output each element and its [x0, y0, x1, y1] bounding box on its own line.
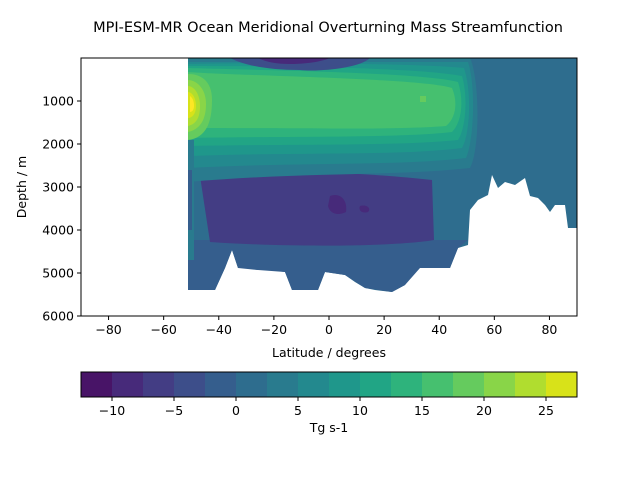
- y-tick-label: 3000: [42, 180, 74, 195]
- y-tick-label: 2000: [42, 137, 74, 152]
- x-axis-label: Latitude / degrees: [272, 345, 386, 360]
- colorbar-segment: [112, 372, 144, 397]
- y-axis-ticks: 1000 2000 3000 4000 5000 6000: [42, 94, 81, 324]
- x-tick-label: 0: [325, 322, 333, 337]
- colorbar-tick-label: 15: [414, 403, 430, 418]
- colorbar-tick-label: 25: [538, 403, 554, 418]
- colorbar-segment: [236, 372, 268, 397]
- colorbar-segment: [515, 372, 547, 397]
- colorbar-tick-label: −5: [165, 403, 183, 418]
- x-axis-ticks: −80 −60 −40 −20 0 20 40 60 80: [95, 316, 557, 337]
- x-tick-label: 60: [486, 322, 502, 337]
- colorbar-segment: [267, 372, 299, 397]
- x-tick-label: −80: [95, 322, 121, 337]
- field-surface-1: [230, 58, 370, 71]
- colorbar-label: Tg s-1: [309, 420, 349, 435]
- y-tick-label: 4000: [42, 223, 74, 238]
- colorbar-segment: [329, 372, 361, 397]
- x-tick-label: 80: [541, 322, 557, 337]
- colorbar-segment: [298, 372, 330, 397]
- y-tick-label: 6000: [42, 309, 74, 324]
- colorbar-segment: [174, 372, 206, 397]
- field-surface-2: [258, 58, 330, 64]
- colorbar-segment: [453, 372, 485, 397]
- colorbar: [80, 371, 578, 398]
- field-band-6: [188, 72, 456, 129]
- plot-area: [188, 58, 577, 292]
- colorbar-segment: [391, 372, 423, 397]
- colorbar-tick-label: 10: [352, 403, 368, 418]
- colorbar-segment: [484, 372, 516, 397]
- colorbar-segment: [81, 372, 113, 397]
- field-negative-core: [328, 194, 370, 214]
- colorbar-frame: [80, 371, 578, 398]
- x-tick-label: −40: [206, 322, 232, 337]
- field-patch-35n: [420, 96, 426, 102]
- x-tick-label: 40: [431, 322, 447, 337]
- colorbar-segment: [205, 372, 237, 397]
- colorbar-tick-label: 20: [476, 403, 492, 418]
- x-tick-label: −60: [150, 322, 176, 337]
- x-tick-label: −20: [261, 322, 287, 337]
- chart-title: MPI-ESM-MR Ocean Meridional Overturning …: [93, 20, 563, 36]
- colorbar-segment: [143, 372, 175, 397]
- field-negative-cell: [200, 171, 434, 246]
- colorbar-segment: [546, 372, 578, 397]
- x-tick-label: 20: [376, 322, 392, 337]
- y-axis-label: Depth / m: [14, 156, 29, 218]
- field-south-5: [190, 96, 194, 112]
- field-deep: [188, 240, 468, 292]
- field-edge-2: [188, 170, 192, 230]
- colorbar-tick-label: 0: [232, 403, 240, 418]
- colorbar-segment: [360, 372, 392, 397]
- y-tick-label: 1000: [42, 94, 74, 109]
- y-tick-label: 5000: [42, 266, 74, 281]
- colorbar-ticks: −10 −5 0 5 10 15 20 25: [99, 397, 554, 418]
- colorbar-segment: [422, 372, 454, 397]
- colorbar-tick-label: 5: [294, 403, 302, 418]
- colorbar-tick-label: −10: [99, 403, 125, 418]
